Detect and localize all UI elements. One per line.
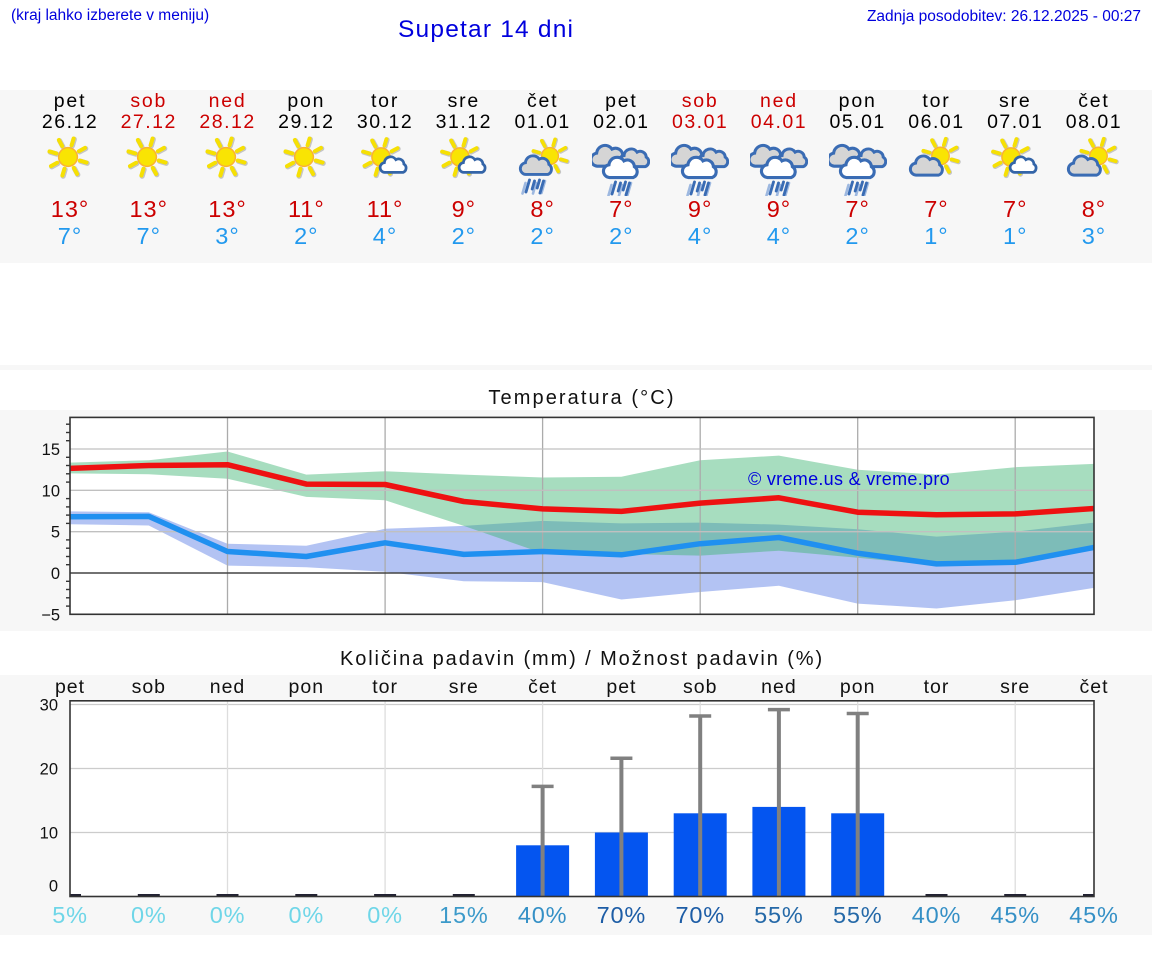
svg-text:−5: −5 [41,606,60,624]
svg-text:sob: sob [132,676,166,698]
svg-text:sre: sre [1000,676,1030,698]
svg-text:čet: čet [1079,676,1108,698]
svg-text:ned: ned [761,676,797,698]
svg-text:10: 10 [42,482,60,500]
svg-text:pon: pon [289,676,325,698]
svg-text:pet: pet [606,676,636,698]
svg-text:70%: 70% [675,902,724,928]
svg-text:70%: 70% [597,902,646,928]
svg-text:pon: pon [840,676,876,698]
svg-text:5: 5 [51,524,60,542]
svg-text:© vreme.us & vreme.pro: © vreme.us & vreme.pro [748,469,950,489]
svg-text:15%: 15% [439,902,488,928]
svg-text:10: 10 [40,825,58,843]
svg-text:0%: 0% [210,902,246,928]
svg-text:0%: 0% [367,902,403,928]
svg-text:pet: pet [55,676,85,698]
svg-text:tor: tor [372,676,398,698]
svg-text:čet: čet [528,676,557,698]
svg-text:5%: 5% [52,902,88,928]
svg-text:40%: 40% [912,902,961,928]
svg-text:tor: tor [924,676,950,698]
svg-text:15: 15 [42,441,60,459]
svg-text:0%: 0% [289,902,325,928]
svg-text:0: 0 [49,878,58,896]
svg-text:45%: 45% [990,902,1039,928]
svg-text:40%: 40% [518,902,567,928]
svg-text:55%: 55% [833,902,882,928]
svg-text:30: 30 [40,697,58,715]
svg-text:0: 0 [51,565,60,583]
svg-text:55%: 55% [754,902,803,928]
svg-text:20: 20 [40,761,58,779]
svg-text:45%: 45% [1069,902,1118,928]
svg-text:sre: sre [449,676,479,698]
svg-text:ned: ned [210,676,246,698]
svg-text:sob: sob [683,676,717,698]
svg-text:0%: 0% [131,902,167,928]
